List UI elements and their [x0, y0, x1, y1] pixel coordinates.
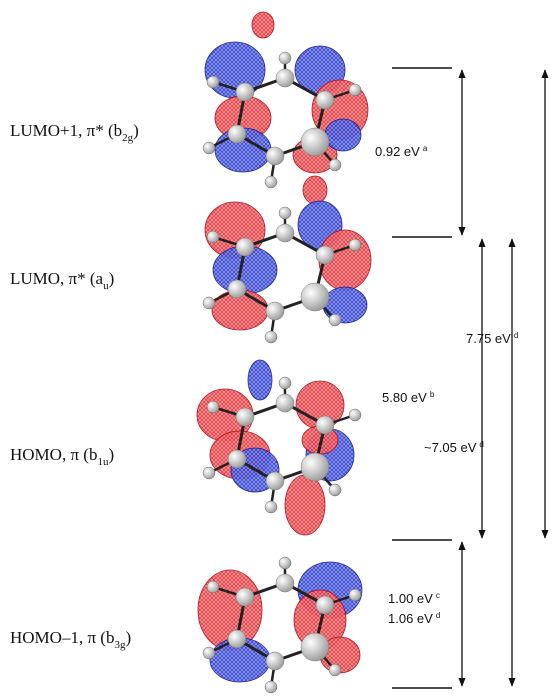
hydrogen-atom	[278, 206, 292, 220]
gap-label: 1.00 eV c	[388, 591, 440, 606]
orbital-label: LUMO, π* (au)	[10, 269, 114, 292]
hydrogen-atom	[348, 588, 362, 602]
orbital-picture	[197, 556, 363, 694]
orbital-images	[196, 11, 372, 694]
carbon-atom	[315, 415, 335, 435]
carbon-atom	[265, 471, 285, 491]
hydrogen-atom	[206, 230, 220, 244]
gap-label: ~7.05 eV d	[424, 440, 484, 455]
orbital-picture	[202, 11, 369, 205]
carbon-atom	[300, 127, 330, 157]
hydrogen-atom	[328, 663, 342, 677]
carbon-atom	[300, 452, 330, 482]
carbon-atom	[275, 223, 295, 243]
orbital-label: LUMO+1, π* (b2g)	[10, 121, 139, 144]
carbon-atom	[227, 629, 247, 649]
hydrogen-atom	[202, 466, 216, 480]
hydrogen-atom	[328, 158, 342, 172]
hydrogen-atom	[328, 483, 342, 497]
hydrogen-atom	[264, 500, 278, 514]
hydrogen-atom	[264, 175, 278, 189]
hydrogen-atom	[278, 556, 292, 570]
orbital-picture	[202, 200, 372, 344]
hydrogen-atom	[264, 330, 278, 344]
carbon-atom	[235, 237, 255, 257]
hydrogen-atom	[348, 238, 362, 252]
gap-label: 0.92 eV a	[375, 144, 428, 159]
carbon-atom	[227, 449, 247, 469]
hydrogen-atom	[278, 51, 292, 65]
hydrogen-atom	[202, 141, 216, 155]
hydrogen-atom	[278, 376, 292, 390]
hydrogen-atom	[202, 646, 216, 660]
carbon-atom	[265, 651, 285, 671]
carbon-atom	[315, 245, 335, 265]
carbon-atom	[235, 407, 255, 427]
orbital-lobe	[251, 11, 275, 39]
orbital-lobe	[324, 118, 362, 152]
hydrogen-atom	[264, 680, 278, 694]
gap-label: 5.80 eV b	[382, 390, 435, 405]
hydrogen-atom	[206, 75, 220, 89]
carbon-atom	[227, 279, 247, 299]
carbon-atom	[315, 90, 335, 110]
carbon-atom	[275, 573, 295, 593]
hydrogen-atom	[206, 400, 220, 414]
orbital-lobe	[302, 175, 328, 205]
carbon-atom	[315, 595, 335, 615]
orbital-picture	[196, 359, 362, 536]
orbital-label: HOMO–1, π (b3g)	[10, 628, 131, 651]
carbon-atom	[300, 282, 330, 312]
orbital-lobe	[247, 359, 273, 401]
gap-label: 7.75 eV d	[466, 331, 518, 346]
carbon-atom	[265, 146, 285, 166]
hydrogen-atom	[348, 83, 362, 97]
hydrogen-atom	[206, 580, 220, 594]
carbon-atom	[227, 124, 247, 144]
orbital-lobe	[284, 474, 326, 536]
hydrogen-atom	[202, 296, 216, 310]
carbon-atom	[275, 68, 295, 88]
carbon-atom	[235, 82, 255, 102]
carbon-atom	[275, 393, 295, 413]
carbon-atom	[235, 587, 255, 607]
gap-label: 1.06 eV d	[388, 611, 440, 626]
carbon-atom	[265, 301, 285, 321]
hydrogen-atom	[348, 408, 362, 422]
orbital-label: HOMO, π (b1u)	[10, 445, 114, 468]
hydrogen-atom	[328, 313, 342, 327]
carbon-atom	[300, 632, 330, 662]
